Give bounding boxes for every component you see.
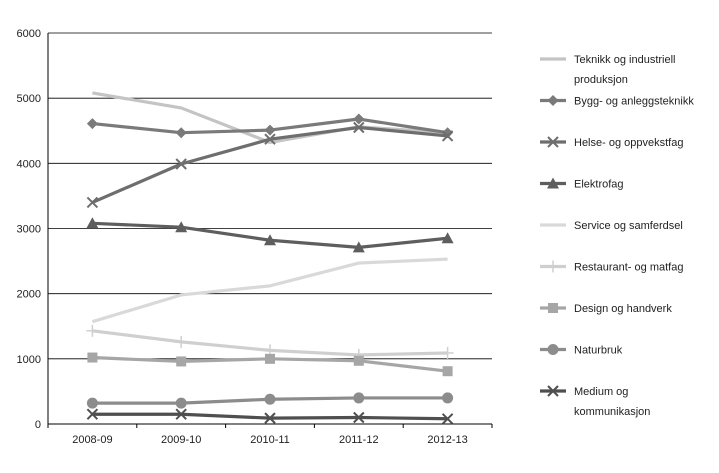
data-point (86, 217, 99, 229)
legend-item: Teknikk og industriell produksjon (540, 54, 676, 86)
legend-marker (547, 136, 559, 148)
data-point (265, 353, 275, 364)
data-point (353, 113, 365, 125)
data-point (86, 397, 98, 409)
x-tick-label: 2010-11 (250, 434, 290, 446)
data-point (175, 397, 187, 409)
series-bygg-og-anleggsteknikk (86, 113, 454, 139)
series-medium-og-kommunikasjon (86, 408, 454, 425)
data-point (264, 393, 276, 405)
legend-item: Service og samferdsel (540, 220, 683, 232)
data-point (86, 118, 98, 130)
data-point (353, 392, 365, 404)
legend-label: Teknikk og industriell (574, 54, 676, 66)
legend-label: produksjon (574, 74, 628, 86)
data-point (175, 158, 187, 170)
series (86, 91, 454, 425)
legend-item: Naturbruk (540, 344, 623, 357)
legend-item: Design og handverk (540, 303, 672, 315)
legend-label: Helse- og oppvekstfag (574, 137, 683, 149)
series-elektrofag (86, 217, 454, 253)
legend-label: Design og handverk (574, 303, 672, 315)
legend-marker (547, 344, 559, 355)
data-point (86, 408, 99, 420)
series-design-og-handverk (87, 352, 453, 377)
data-point (264, 412, 276, 424)
legend-marker (547, 260, 559, 273)
series-helse-og-oppvekstfag (86, 121, 454, 209)
data-point (175, 335, 188, 348)
legend-label: Bygg- og anleggsteknikk (574, 96, 694, 108)
data-point (175, 127, 187, 139)
data-point (175, 221, 188, 233)
legend-marker (547, 177, 559, 189)
data-point (353, 411, 365, 424)
series-naturbruk (86, 392, 454, 409)
data-point (264, 234, 276, 246)
legend-label: Naturbruk (574, 345, 623, 357)
legend-item: Bygg- og anleggsteknikk (540, 95, 694, 108)
y-tick-label: 0 (35, 419, 41, 431)
data-point (441, 232, 454, 244)
x-tick-label: 2011-12 (339, 434, 379, 446)
data-point (86, 324, 99, 337)
legend-marker (548, 303, 558, 313)
data-point (86, 196, 99, 209)
data-point (441, 413, 454, 425)
data-point (176, 356, 187, 367)
data-point (353, 355, 364, 366)
y-tick-label: 1000 (17, 354, 41, 366)
y-tick-label: 4000 (17, 158, 41, 170)
x-tick-label: 2008-09 (72, 434, 112, 446)
legend-label: kommunikasjon (574, 406, 650, 418)
series-service-og-samferdsel (91, 257, 448, 324)
legend-item: Elektrofag (540, 177, 624, 191)
legend-item: Medium og kommunikasjon (540, 385, 650, 418)
data-point (441, 346, 454, 359)
data-point (442, 392, 454, 404)
legend-item: Restaurant- og matfag (540, 260, 683, 274)
legend-label: Service og samferdsel (574, 220, 683, 232)
legend-marker (547, 95, 559, 106)
data-point (264, 133, 276, 145)
y-tick-label: 2000 (17, 289, 41, 301)
data-point (352, 241, 365, 253)
series-line (91, 257, 448, 324)
x-tick-label: 2009-10 (161, 434, 201, 446)
legend-item: Helse- og oppvekstfag (540, 136, 683, 149)
x-tick-label: 2012-13 (427, 434, 467, 446)
gridlines (48, 32, 492, 360)
data-point (264, 124, 276, 136)
legend: Teknikk og industriell produksjon Bygg- og… (540, 54, 694, 418)
y-tick-label: 5000 (17, 93, 41, 105)
y-tick-label: 6000 (17, 28, 41, 40)
data-point (353, 121, 365, 134)
axes: 0 1000 2000 3000 4000 5000 6000 2008-09 2009-10 2… (17, 28, 493, 446)
data-point (442, 366, 453, 377)
legend-marker (547, 385, 559, 397)
y-tick-label: 3000 (17, 224, 41, 236)
legend-label: Medium og (574, 386, 628, 398)
legend-label: Elektrofag (574, 179, 624, 191)
data-point (175, 408, 187, 420)
series-restaurant-og-matfag (86, 324, 454, 361)
legend-label: Restaurant- og matfag (574, 262, 683, 274)
data-point (87, 352, 98, 363)
data-point (441, 130, 454, 142)
